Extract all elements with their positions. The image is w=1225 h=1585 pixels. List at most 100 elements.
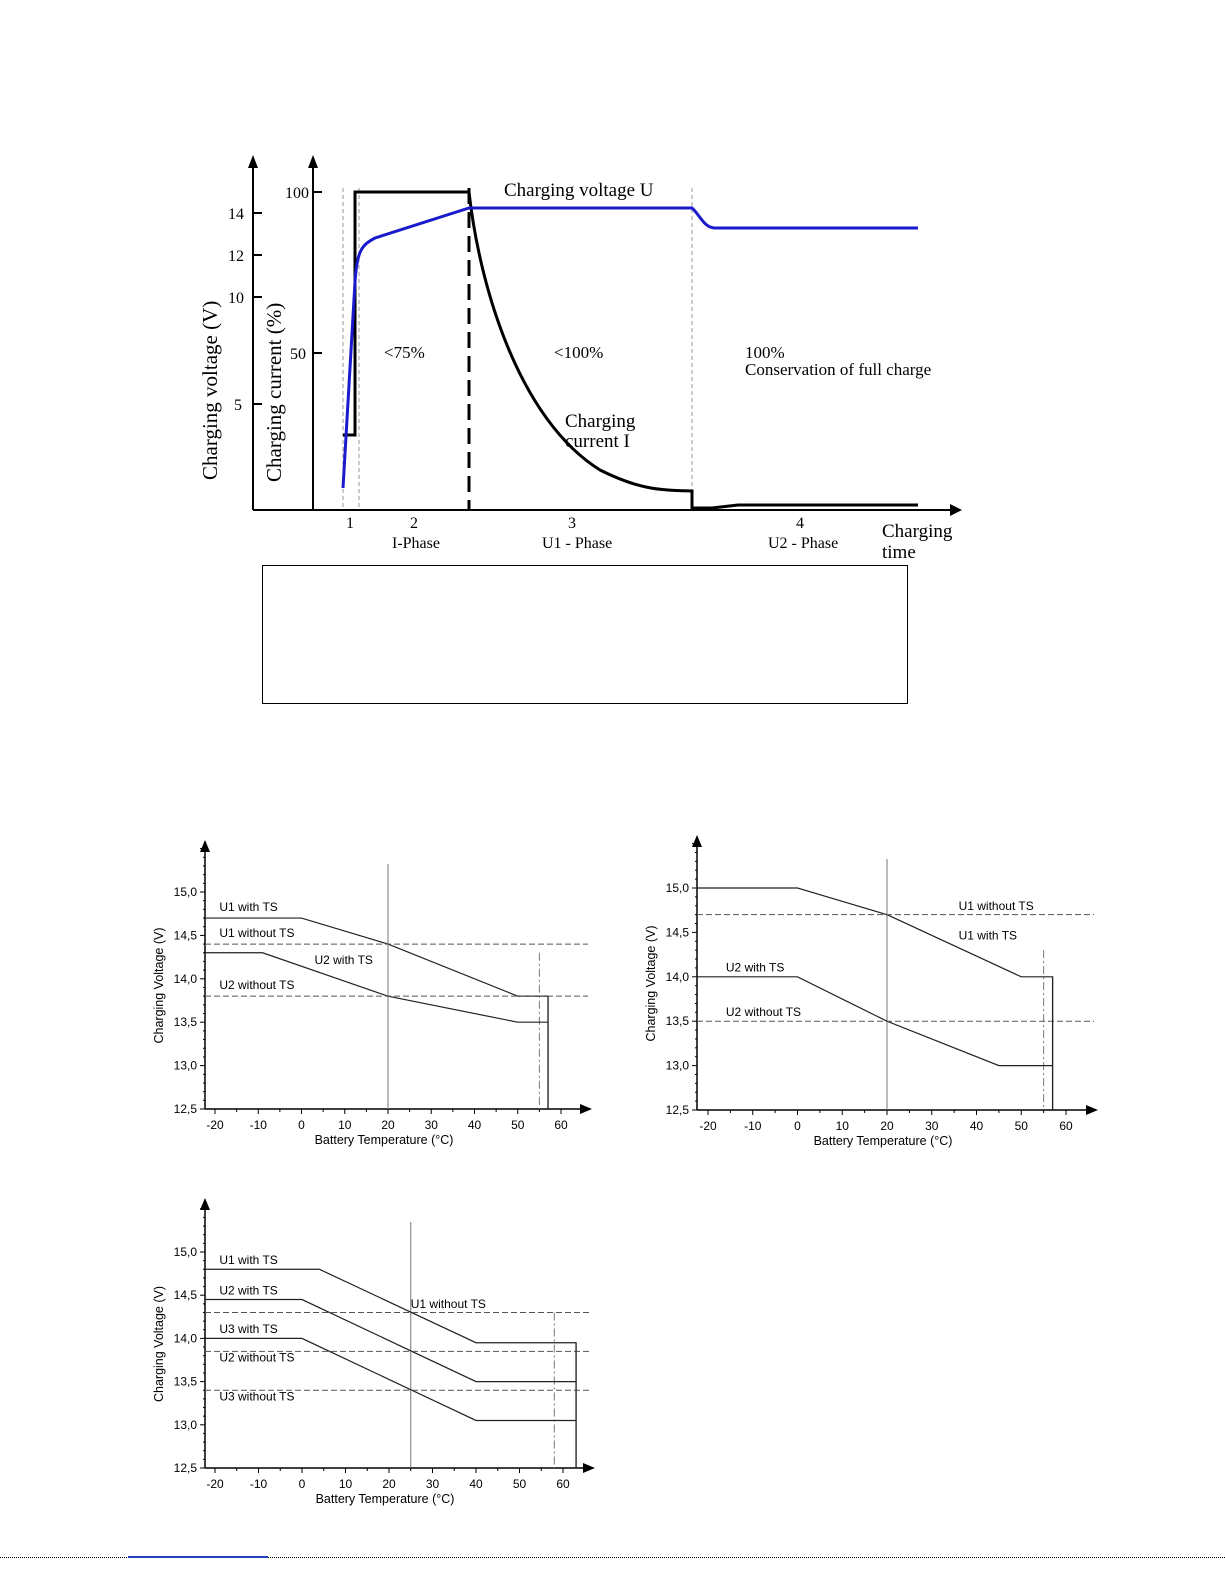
current-axis-label: Charging current (%) [262,303,286,482]
series-label: U1 without TS [959,899,1034,913]
voltage-axis-arrow [248,155,258,168]
x-tick-label: 10 [339,1477,353,1491]
series-label: U3 with TS [219,1322,277,1336]
x-tick-label: 40 [469,1477,483,1491]
y-tick-label: 14,0 [174,972,198,986]
x-tick-label: -20 [206,1118,224,1132]
y-tick-label: 13,0 [666,1059,690,1073]
charging-voltage-curve [341,206,918,489]
x-tick-label: 30 [925,1119,939,1133]
y-tick-label: 13,5 [666,1014,690,1028]
y-tick-label: 14,5 [174,1288,198,1302]
x-tick-label: 30 [426,1477,440,1491]
x-tick-label: -10 [744,1119,762,1133]
x-tick-label: 10 [338,1118,352,1132]
series-label: U2 with TS [219,1283,277,1297]
series-label: U2 with TS [314,953,372,967]
charging-current-curve [343,190,918,510]
state-label: <100% [554,343,603,362]
y-tick-label: 15,0 [174,1245,198,1259]
y-tick-label: 14,0 [174,1331,198,1345]
voltage-curve-label: Charging voltage U [504,180,654,201]
current-tick-label: 100 [285,185,309,202]
temperature-chart-1: 12,5 13,0 13,5 14,0 14,5 15,0 -20 -10 0 10 20 30 40 5… [152,840,592,1147]
voltage-tick-label: 14 [228,206,244,223]
state-label: Conservation of full charge [745,360,931,379]
phase-name: U2 - Phase [768,535,838,552]
x-tick-label: 40 [970,1119,984,1133]
y-tick-label: 13,5 [174,1375,198,1389]
y-axis-label: Charging Voltage (V) [152,1286,166,1402]
voltage-tick-label: 10 [228,290,244,307]
time-axis-label: time [882,542,916,563]
series-label: U2 without TS [219,978,294,992]
x-axis-label: Battery Temperature (°C) [315,1133,454,1147]
series-label: U2 with TS [726,960,784,974]
temperature-chart-2: 12,5 13,0 13,5 14,0 14,5 15,0 -20 -10 0 10 20 30 40 5… [644,835,1098,1148]
x-tick-label: 60 [556,1477,570,1491]
x-tick-label: 50 [1015,1119,1029,1133]
y-tick-label: 15,0 [174,885,198,899]
x-axis-label: Battery Temperature (°C) [316,1492,455,1506]
x-tick-label: 10 [836,1119,850,1133]
phase-name: I-Phase [392,535,440,552]
series-line [205,1337,577,1422]
x-axis-label: Battery Temperature (°C) [814,1134,953,1148]
temperature-chart-3: 12,5 13,0 13,5 14,0 14,5 15,0 -20 -10 0 10 20 30 40 5… [152,1198,595,1506]
x-tick-label: 50 [513,1477,527,1491]
y-tick-label: 15,0 [666,881,690,895]
x-tick-label: 50 [511,1118,525,1132]
y-tick-label: 12,5 [174,1102,198,1116]
current-curve-label: Charging [565,411,636,432]
y-axis-label: Charging Voltage (V) [152,927,166,1043]
series-label: U1 with TS [959,929,1017,943]
series-label: U1 with TS [219,1253,277,1267]
x-tick-label: 30 [425,1118,439,1132]
time-axis-arrow [950,504,962,516]
empty-caption-box [262,565,908,704]
current-tick-label: 50 [290,346,306,363]
phase-number: 1 [346,515,354,532]
series-label: U1 without TS [219,926,294,940]
y-tick-label: 13,0 [174,1418,198,1432]
phase-name: U1 - Phase [542,535,612,552]
footer-link-underline [128,1556,268,1558]
series-label: U2 without TS [219,1351,294,1365]
y-tick-label: 12,5 [666,1103,690,1117]
phase-number: 4 [796,515,804,532]
x-tick-label: -20 [699,1119,717,1133]
y-tick-label: 14,5 [174,928,198,942]
current-curve-label: current I [565,431,630,452]
x-tick-label: 0 [299,1477,306,1491]
phase-number: 3 [568,515,576,532]
y-tick-label: 14,5 [666,925,690,939]
series-line [205,1298,577,1383]
x-axis-arrow [1086,1105,1098,1115]
x-axis-arrow [580,1104,592,1114]
y-tick-label: 13,0 [174,1059,198,1073]
state-label: 100% [745,343,785,362]
y-tick-label: 12,5 [174,1461,198,1475]
x-axis-arrow [583,1463,595,1473]
y-axis-arrow [692,835,702,847]
x-tick-label: -20 [206,1477,224,1491]
x-tick-label: -10 [250,1477,268,1491]
y-axis-arrow [200,840,210,852]
x-tick-label: -10 [250,1118,268,1132]
voltage-axis-label: Charging voltage (V) [198,301,222,480]
state-label: <75% [384,343,425,362]
series-label: U1 without TS [411,1297,486,1311]
time-axis-label: Charging [882,521,953,542]
series-label: U3 without TS [219,1390,294,1404]
series-label: U2 without TS [726,1005,801,1019]
voltage-tick-label: 5 [234,397,242,414]
x-tick-label: 20 [381,1118,395,1132]
y-axis-arrow [200,1198,210,1210]
x-tick-label: 60 [1059,1119,1073,1133]
y-tick-label: 13,5 [174,1015,198,1029]
y-tick-label: 14,0 [666,970,690,984]
footer-divider [0,1557,1225,1558]
x-tick-label: 0 [298,1118,305,1132]
x-tick-label: 60 [554,1118,568,1132]
